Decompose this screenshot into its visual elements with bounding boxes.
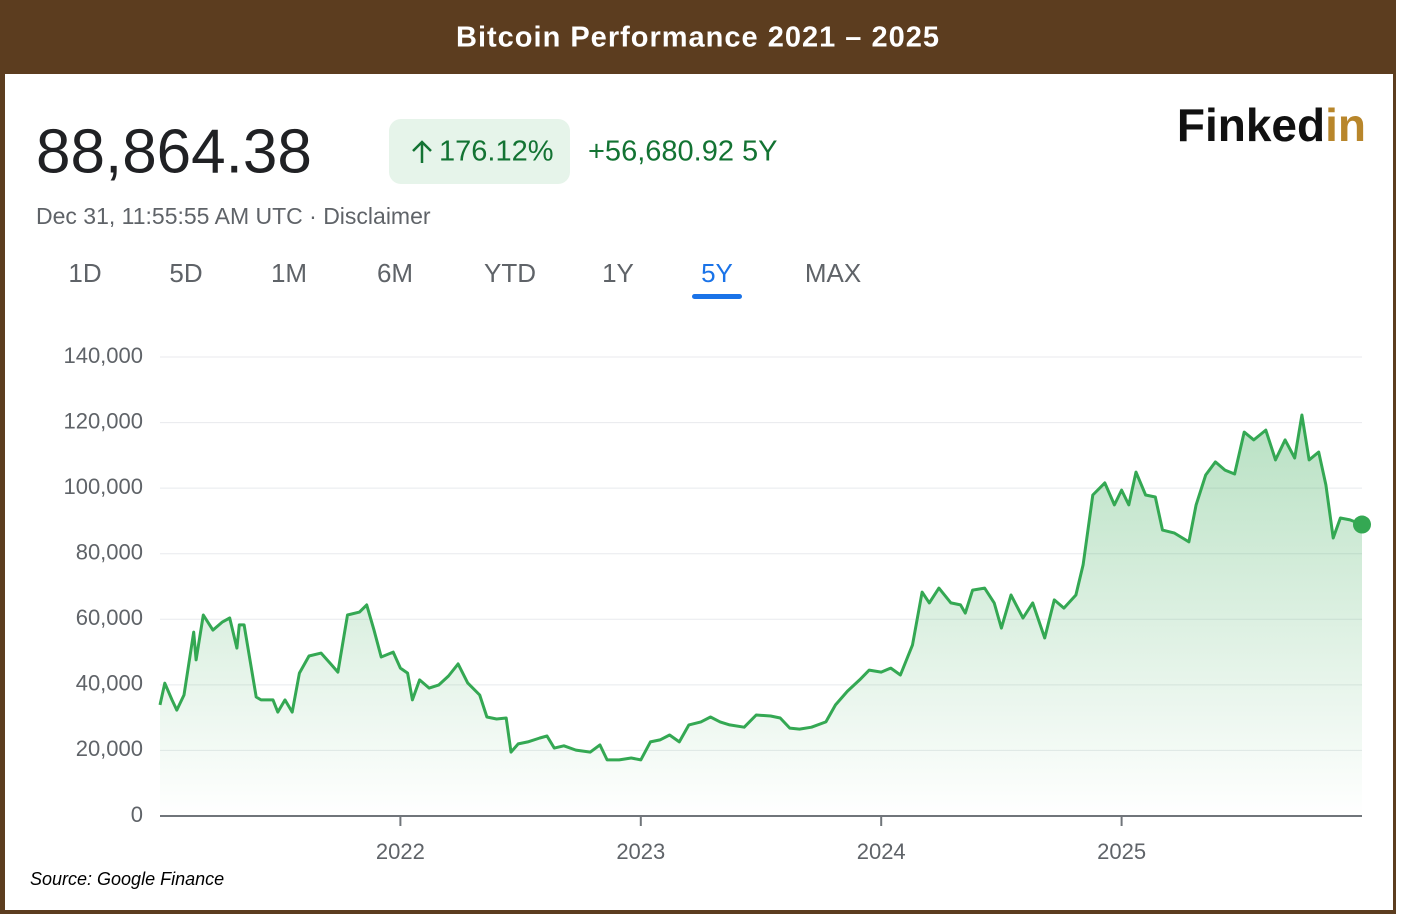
y-tick-label: 0 [131,802,143,827]
change-value: +56,680.92 5Y [588,136,777,168]
page-title: Bitcoin Performance 2021 – 2025 [456,22,940,54]
range-tab[interactable]: 5D [169,258,202,288]
range-tab[interactable]: 1M [271,258,307,288]
range-tab[interactable]: 6M [377,258,413,288]
x-tick-label: 2025 [1097,839,1146,864]
range-tab[interactable]: 1D [68,258,101,288]
logo-accent: in [1325,99,1366,151]
y-tick-label: 100,000 [63,474,143,499]
range-tab[interactable]: MAX [805,258,861,288]
range-tabs: 1D 5D 1M 6M YTD 1Y 5Y MAX [68,258,861,299]
change-badge [389,119,570,184]
logo: Finkedin [1177,99,1366,151]
range-tab[interactable]: 5Y [701,258,733,288]
up-arrow-icon [412,140,432,163]
x-tick-label: 2023 [616,839,665,864]
area-fill [160,415,1362,816]
y-tick-label: 60,000 [76,605,143,630]
y-tick-label: 120,000 [63,408,143,433]
y-tick-label: 40,000 [76,671,143,696]
range-tab[interactable]: YTD [484,258,536,288]
logo-main: Finked [1177,99,1325,151]
y-tick-label: 80,000 [76,540,143,565]
x-tick-label: 2022 [376,839,425,864]
y-tick-label: 140,000 [63,343,143,368]
change-percent: 176.12% [439,136,554,168]
last-point [1353,515,1371,534]
price: 88,864.38 [36,117,312,186]
timestamp: Dec 31, 11:55:55 AM UTC · Disclaimer [36,203,431,229]
active-tab-underline [692,294,742,299]
chart: 0 20,000 40,000 60,000 80,000 100,000 120,000 1… [63,343,1371,864]
range-tab[interactable]: 1Y [602,258,634,288]
source-note: Source: Google Finance [30,869,224,889]
x-tick-label: 2024 [857,839,906,864]
price-line [158,413,1363,762]
y-tick-label: 20,000 [76,736,143,761]
